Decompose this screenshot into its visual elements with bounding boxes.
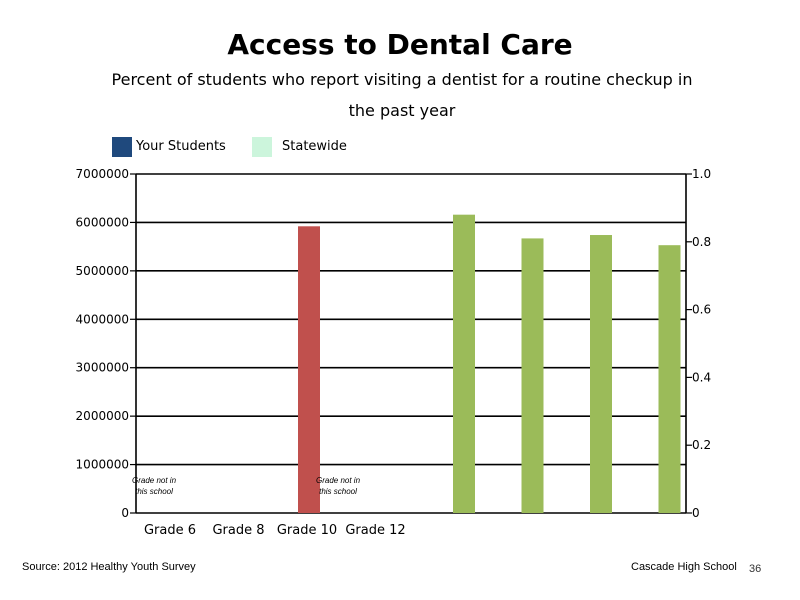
right-tick-label: 0.4 bbox=[692, 370, 711, 384]
category-label: Grade 10 bbox=[277, 523, 337, 538]
left-tick-label: 3000000 bbox=[76, 361, 129, 375]
legend-label-statewide: Statewide bbox=[282, 139, 347, 154]
left-tick-label: 7000000 bbox=[76, 167, 129, 181]
right-tick-label: 1.0 bbox=[692, 167, 711, 181]
left-tick-label: 6000000 bbox=[76, 215, 129, 229]
right-tick-label: 0.6 bbox=[692, 303, 711, 317]
source-note: Source: 2012 Healthy Youth Survey bbox=[22, 561, 196, 573]
annotation-line2: this school bbox=[135, 487, 173, 496]
chart-title: Access to Dental Care bbox=[227, 28, 573, 61]
right-tick-label: 0.2 bbox=[692, 438, 711, 452]
annotation-line1: Grade not in bbox=[316, 476, 361, 485]
school-name: Cascade High School bbox=[631, 561, 737, 573]
annotation-line1: Grade not in bbox=[132, 476, 177, 485]
bar-statewide bbox=[590, 235, 612, 513]
category-label: Grade 6 bbox=[144, 523, 196, 538]
left-tick-label: 0 bbox=[121, 506, 129, 520]
right-tick-label: 0.8 bbox=[692, 235, 711, 249]
right-tick-label: 0 bbox=[692, 506, 700, 520]
bar-your-students bbox=[298, 226, 320, 513]
left-tick-label: 5000000 bbox=[76, 264, 129, 278]
legend-swatch-your-students bbox=[112, 137, 132, 157]
left-tick-label: 4000000 bbox=[76, 312, 129, 326]
left-tick-label: 2000000 bbox=[76, 409, 129, 423]
category-label: Grade 8 bbox=[212, 523, 264, 538]
left-tick-label: 1000000 bbox=[76, 458, 129, 472]
page-number: 36 bbox=[749, 563, 762, 575]
bar-statewide bbox=[453, 214, 475, 513]
legend-swatch-statewide bbox=[252, 137, 272, 157]
chart-subtitle: Percent of students who report visiting … bbox=[111, 70, 693, 120]
annotation-line2: this school bbox=[319, 487, 357, 496]
legend-label-your-students: Your Students bbox=[136, 139, 226, 154]
category-label: Grade 12 bbox=[345, 523, 405, 538]
bar-statewide bbox=[521, 238, 544, 513]
bar-statewide bbox=[658, 245, 681, 513]
